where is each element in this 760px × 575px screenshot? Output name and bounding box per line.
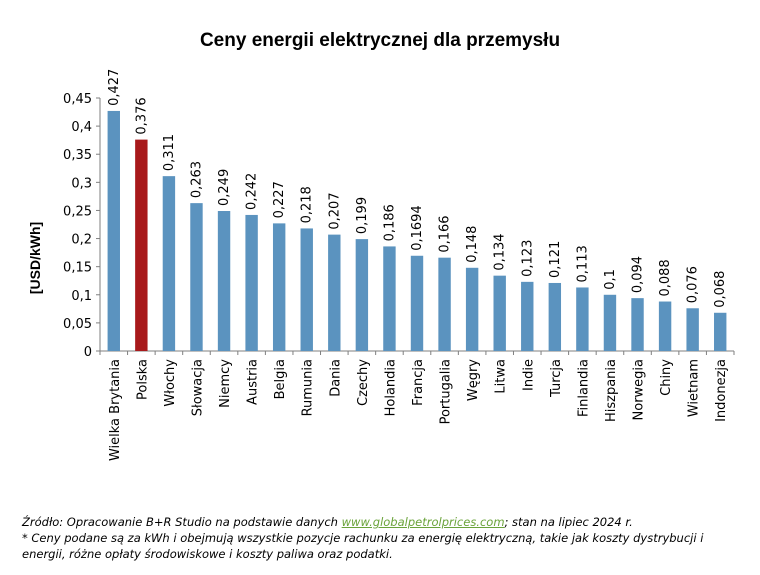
source-link[interactable]: www.globalpetrolprices.com [341,515,505,529]
data-label: 0,249 [217,169,232,206]
x-tick-label: Chiny [659,359,674,396]
data-label: 0,311 [162,134,177,171]
bar [658,301,672,351]
x-tick-label: Czechy [356,359,371,406]
data-label: 0,068 [713,271,728,308]
bar [107,110,120,351]
y-axis-label: [USD/kWh] [27,222,43,294]
bar [410,255,424,351]
bar [686,308,699,351]
x-tick-label: Włochy [163,359,178,407]
y-tick-label: 0,35 [63,148,92,163]
bar [272,223,286,351]
data-label: 0,186 [382,204,397,241]
chart-title: Ceny energii elektrycznej dla przemysłu [199,30,561,51]
data-label: 0,207 [327,192,342,229]
bar [548,282,562,351]
bar [135,139,148,351]
bar [383,246,396,351]
data-label: 0,148 [465,226,480,263]
x-tick-label: Finlandia [576,359,591,417]
source-prefix: Źródło: Opracowanie B+R Studio na podsta… [22,515,342,529]
bar [576,287,589,351]
x-tick-label: Dania [328,359,343,397]
bar [328,234,341,351]
data-label: 0,123 [520,240,535,277]
data-label: 0,427 [107,69,122,106]
data-label: 0,227 [272,181,287,218]
x-tick-label: Norwegia [632,359,647,420]
data-label: 0,263 [189,161,204,198]
y-tick-label: 0,45 [63,92,92,107]
x-tick-label: Turcja [549,359,564,398]
bar [217,211,231,351]
data-label: 0,376 [134,97,149,134]
y-tick-label: 0,4 [71,120,92,135]
bars [107,110,727,351]
y-tick-label: 0,2 [71,233,92,248]
bar [245,214,258,351]
y-tick-label: 0,25 [63,204,92,219]
x-tick-label: Litwa [494,359,509,394]
data-label: 0,1 [603,269,618,290]
bar [521,281,534,351]
x-tick-label: Indonezja [714,359,729,422]
data-label: 0,121 [548,241,563,278]
x-tick-label: Słowacja [190,359,205,416]
y-tick-label: 0,05 [63,317,92,332]
bar [465,267,479,351]
x-tick-label: Indie [521,359,536,391]
data-label: 0,199 [355,197,370,234]
data-label: 0,076 [686,266,701,303]
data-label: 0,218 [300,186,315,223]
y-tick-label: 0,1 [71,289,92,304]
data-label: 0,134 [493,233,508,270]
source-suffix: ; stan na lipiec 2024 r. [504,515,633,529]
bar [493,275,506,351]
bar [714,312,727,351]
bar [355,239,369,351]
data-label: 0,166 [438,215,453,252]
y-tick-label: 0,15 [63,261,92,276]
x-tick-label: Francja [411,359,426,406]
y-tick-labels: 0 0,05 0,1 0,15 0,2 0,25 0,3 0,35 0,4 0,45 [63,92,92,360]
bar [631,298,644,351]
x-tick-label: Rumunia [301,359,316,416]
bar [300,228,313,351]
value-labels: 0,427 0,376 0,311 0,263 0,249 0,242 0,227 0,218… [107,69,728,308]
y-tick-label: 0,3 [71,176,92,191]
data-label: 0,094 [631,256,646,293]
data-label: 0,242 [245,173,260,210]
y-tick-label: 0 [84,345,92,360]
asterisk-note: * Ceny podane są za kWh i obejmują wszys… [22,531,704,561]
x-tick-label: Wietnam [687,359,702,417]
data-label: 0,113 [575,245,590,282]
data-label: 0,088 [658,259,673,296]
data-label: 0,1694 [410,205,425,251]
x-tick-label: Polska [135,359,150,400]
x-tick-label: Portugalia [439,359,454,424]
source-note: Źródło: Opracowanie B+R Studio na podsta… [22,514,742,530]
bar [603,294,617,351]
x-tick-label: Hiszpania [604,359,619,422]
bar [190,203,203,351]
x-tick-label: Belgia [273,359,288,399]
bar [438,257,451,351]
x-tick-label: Węgry [466,359,481,401]
bar [162,176,176,351]
x-tick-label: Austria [246,359,261,405]
x-tick-label: Niemcy [218,359,233,408]
x-tick-labels: Wielka Brytania Polska Włochy Słowacja Niemc… [108,359,729,461]
x-tick-label: Wielka Brytania [108,359,123,461]
bar-chart: [USD/kWh] 0,427 0,376 0,311 0,263 0,249 0,242… [27,69,735,461]
x-tick-label: Holandia [383,359,398,416]
